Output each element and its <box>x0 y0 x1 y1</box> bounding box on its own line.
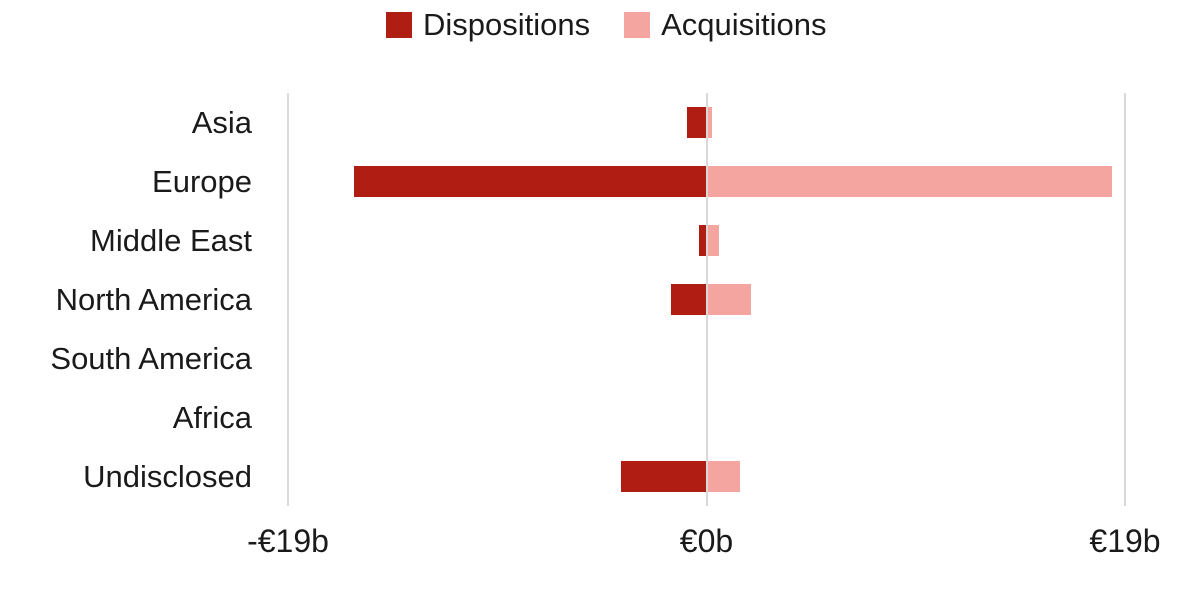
bar-dispositions-undisclosed <box>620 461 707 492</box>
gridline--19 <box>287 93 289 506</box>
bar-acquisitions-middle-east <box>706 225 719 256</box>
bar-acquisitions-north-america <box>706 284 751 315</box>
bar-dispositions-middle-east <box>698 225 707 256</box>
category-label-north-america: North America <box>55 281 252 317</box>
gridline-0 <box>705 93 708 506</box>
legend-label-acquisitions: Acquisitions <box>661 7 827 42</box>
bar-acquisitions-europe <box>706 166 1112 197</box>
category-label-middle-east: Middle East <box>90 222 252 258</box>
legend-item-acquisitions: Acquisitions <box>624 7 827 42</box>
tick-label-0: €0b <box>679 523 734 559</box>
tick-label-19: €19b <box>1089 523 1161 559</box>
tick-label--19: -€19b <box>247 523 329 559</box>
legend-label-dispositions: Dispositions <box>423 7 591 42</box>
acquisitions-swatch-icon <box>624 12 651 39</box>
category-label-europe: Europe <box>152 163 252 199</box>
legend-item-dispositions: Dispositions <box>386 7 591 42</box>
bar-dispositions-asia <box>686 107 707 138</box>
bar-acquisitions-asia <box>706 107 712 138</box>
bar-dispositions-europe <box>354 166 707 197</box>
category-label-south-america: South America <box>50 340 252 376</box>
bar-dispositions-north-america <box>671 284 707 315</box>
category-label-africa: Africa <box>172 399 252 435</box>
category-label-asia: Asia <box>191 104 252 140</box>
gridline-19 <box>1124 93 1126 506</box>
category-label-undisclosed: Undisclosed <box>83 458 252 494</box>
bar-acquisitions-undisclosed <box>706 461 740 492</box>
dispositions-swatch-icon <box>386 12 412 39</box>
legend: Dispositions Acquisitions <box>386 7 827 42</box>
